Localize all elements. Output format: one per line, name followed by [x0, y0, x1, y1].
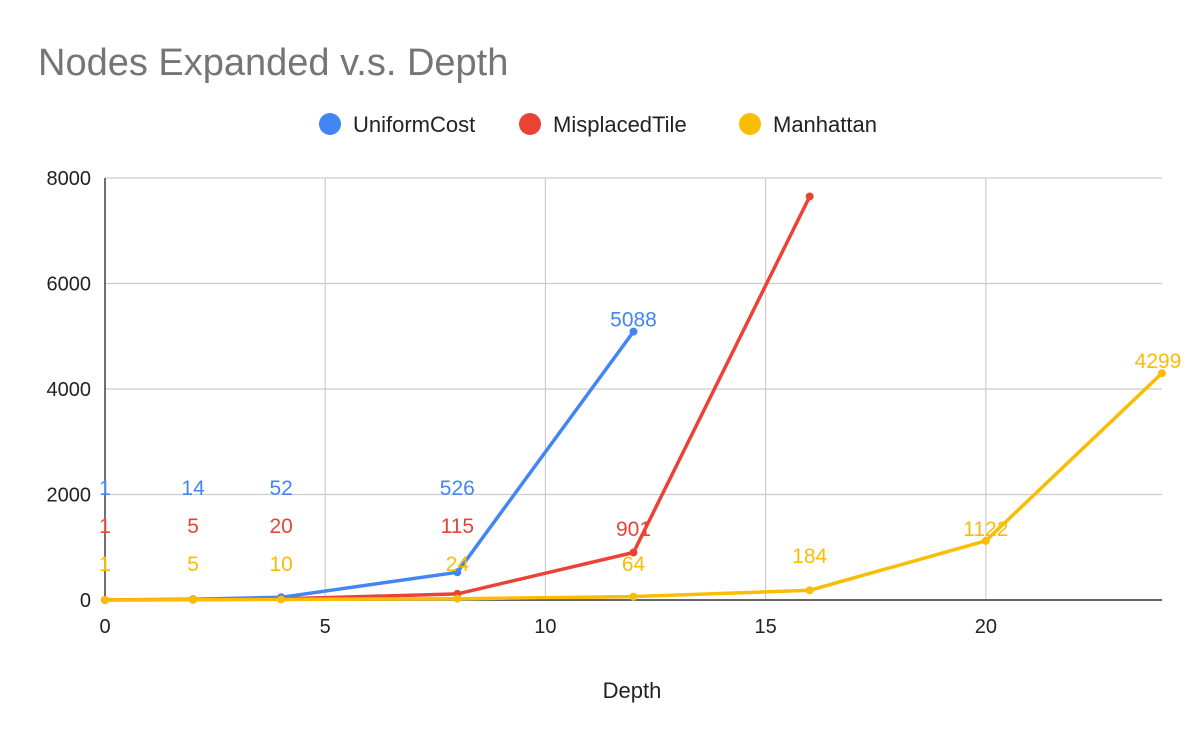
legend-label: UniformCost	[353, 112, 475, 137]
data-point	[453, 568, 462, 577]
data-label: 14	[181, 477, 205, 500]
x-tick-label: 10	[534, 616, 556, 638]
legend: UniformCost MisplacedTile Manhattan	[319, 112, 877, 137]
legend-marker	[739, 113, 761, 135]
data-point	[277, 595, 286, 604]
data-label: 1	[99, 553, 111, 576]
data-point	[101, 595, 109, 604]
data-label: 4299	[1135, 350, 1182, 373]
x-tick-label: 5	[320, 616, 331, 638]
data-point	[805, 586, 814, 595]
legend-marker	[319, 113, 341, 135]
series-line	[103, 329, 636, 602]
gridlines	[105, 177, 1162, 600]
series-line	[103, 194, 812, 602]
y-tick-label: 0	[80, 590, 91, 612]
data-label: 1	[99, 515, 111, 538]
legend-marker	[519, 113, 541, 135]
y-tick-label: 6000	[47, 274, 92, 296]
x-axis-title: Depth	[603, 678, 662, 703]
data-label: 20	[269, 515, 292, 538]
data-point	[629, 327, 638, 336]
data-label: 5	[187, 553, 199, 576]
data-label: 1122	[963, 518, 1008, 541]
data-label: 901	[616, 518, 651, 541]
data-label: 64	[622, 553, 646, 576]
data-label: 52	[269, 477, 292, 500]
data-point	[629, 592, 638, 601]
data-label: 10	[269, 553, 292, 576]
data-point	[1158, 369, 1166, 378]
data-point	[981, 536, 990, 545]
y-tick-label: 4000	[47, 379, 92, 401]
data-label: 115	[441, 515, 474, 538]
data-labels: 1 14 52 526 5088 1 5 20 115 901 1 5 10 24 64 184 1122 429…	[99, 309, 1181, 576]
data-label: 5	[187, 515, 199, 538]
data-label: 184	[792, 545, 827, 568]
data-point	[453, 594, 462, 603]
y-tick-label: 8000	[47, 168, 92, 190]
legend-label: MisplacedTile	[553, 112, 687, 137]
chart-title: Nodes Expanded v.s. Depth	[38, 42, 508, 84]
data-label: 1	[99, 477, 111, 500]
series-group	[101, 192, 1166, 604]
x-tick-label: 20	[975, 616, 997, 638]
series-line	[103, 371, 1164, 602]
x-tick-label: 15	[755, 616, 777, 638]
data-point	[805, 192, 814, 201]
data-label: 5088	[610, 309, 657, 332]
x-tick-label: 0	[99, 616, 110, 638]
data-label: 526	[440, 477, 475, 500]
legend-label: Manhattan	[773, 112, 877, 137]
data-point	[189, 595, 198, 604]
y-tick-label: 2000	[47, 485, 92, 507]
data-label: 24	[446, 553, 470, 576]
data-point	[629, 548, 638, 557]
